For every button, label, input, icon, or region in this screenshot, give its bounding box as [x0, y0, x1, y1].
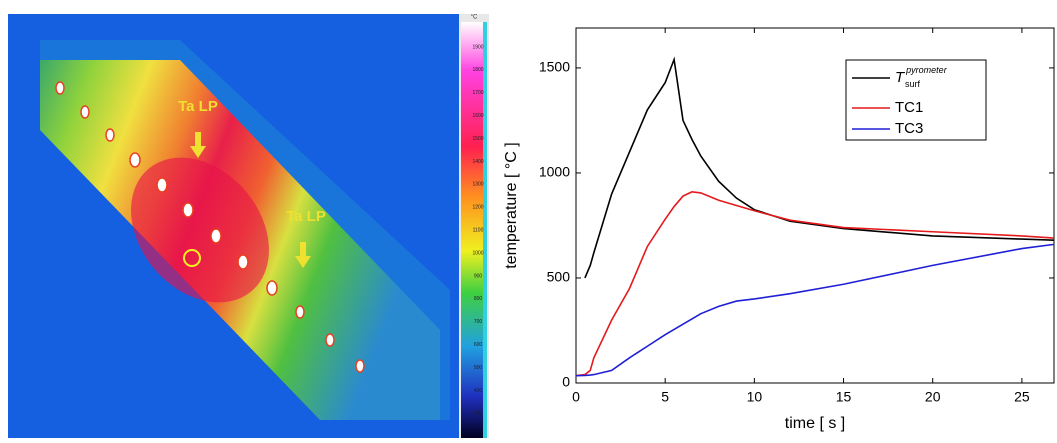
arrows	[190, 132, 311, 268]
legend-box	[845, 59, 987, 141]
x-tick-label: 10	[747, 389, 763, 405]
colorbar-tick-label: 900	[474, 273, 483, 279]
y-tick-label: 1500	[539, 59, 570, 75]
hot-spot	[131, 157, 269, 303]
colorbar-tick-label: 1300	[472, 182, 483, 188]
x-tick-label: 15	[836, 389, 852, 405]
colorbar-tick-label: 400	[474, 388, 483, 394]
legend-entry: TC1	[895, 99, 923, 116]
x-axis-label: time [ s ]	[785, 415, 845, 432]
colorbar-tick-label: 1900	[472, 44, 483, 50]
thermal-image: Ta LP Ta LP °C 1900180017001600150014001…	[8, 14, 489, 438]
line	[575, 191, 1055, 377]
colorbar-tick-label: 700	[474, 319, 483, 325]
legend-entry: TC3	[895, 120, 923, 137]
x-tick-label: 5	[661, 389, 669, 405]
colorbar-tick-label: 1200	[472, 205, 483, 211]
line	[584, 56, 1055, 279]
colorbar-edge	[483, 22, 487, 438]
x-tick-label: 25	[1014, 389, 1030, 405]
chart: 0 5 10 15 20 25 0 500 1000 1500 time [ s ] temperat…	[503, 27, 1055, 432]
colorbar-tick-label: 1400	[472, 159, 483, 165]
marker-circle	[183, 249, 201, 267]
annotation: Ta LP	[286, 208, 326, 225]
colorbar-tick-label: 1000	[472, 250, 483, 256]
colorbar-tick-label: 600	[474, 342, 483, 348]
line	[575, 243, 1055, 377]
colorbar-tick-label: 300	[474, 411, 483, 417]
colorbar	[461, 22, 483, 438]
colorbar-tick-label: 1800	[472, 67, 483, 73]
colorbar-tick-label: 1600	[472, 113, 483, 119]
y-tick-label: 500	[547, 269, 571, 285]
x-tick-label: 20	[925, 389, 941, 405]
colorbar-tick-label: 800	[474, 296, 483, 302]
colorbar-ticks: 1900 1800 1700 1600 1500 1400 1300 1200 1100 1000…	[472, 44, 483, 416]
y-tick-label: 1000	[539, 164, 570, 180]
colorbar-tick-label: 1500	[472, 136, 483, 142]
colorbar-tick-label: 500	[474, 365, 483, 371]
colorbar-unit: °C	[471, 15, 478, 21]
colorbar-tick-label: 1100	[473, 228, 484, 234]
y-axis-label: temperature [ °C ]	[503, 142, 520, 268]
colorbar-tick-label: 1700	[472, 90, 483, 96]
legend-sub: surf	[905, 79, 921, 89]
plot-frame	[575, 27, 1055, 384]
holes	[55, 81, 365, 373]
y-tick-label: 0	[562, 374, 570, 390]
x-tick-label: 0	[572, 389, 580, 405]
annotation: Ta LP	[178, 98, 218, 115]
legend-sup: pyrometer	[905, 65, 948, 75]
